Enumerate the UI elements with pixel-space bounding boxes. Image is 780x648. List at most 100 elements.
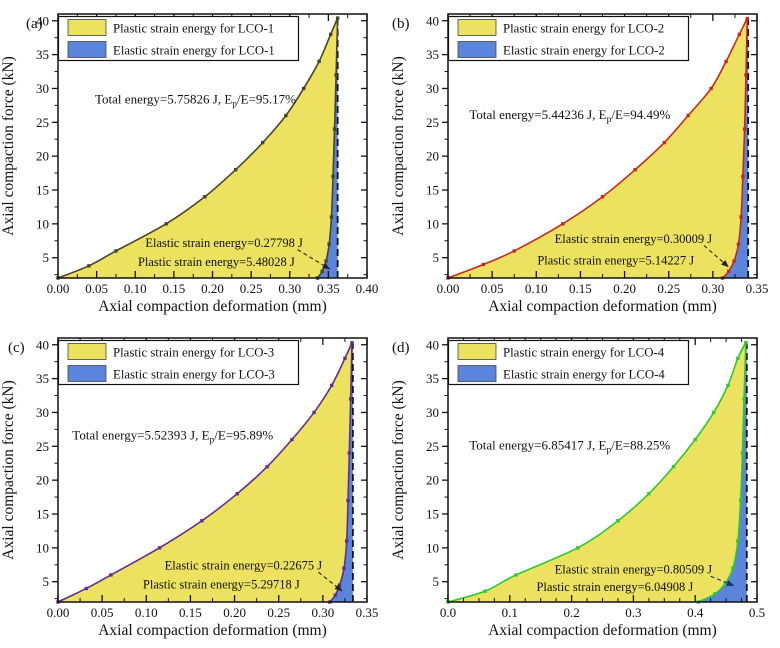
x-tick-label: 0.10 <box>135 605 158 620</box>
plastic-energy-area <box>448 17 748 278</box>
y-tick-label: 40 <box>36 13 49 28</box>
data-point-marker <box>561 222 565 226</box>
elastic-energy-annotation: Elastic strain energy=0.30009 J <box>555 232 713 246</box>
data-point-marker <box>481 262 486 267</box>
y-tick-label: 5 <box>43 574 50 589</box>
x-tick-label: 0.35 <box>317 281 340 296</box>
data-point-marker <box>261 140 265 145</box>
data-point-marker <box>686 113 690 118</box>
data-point-marker <box>600 195 605 199</box>
x-tick-label: 0.10 <box>124 281 147 296</box>
y-tick-label: 25 <box>426 115 439 130</box>
y-axis-title: Axial compaction force (kN) <box>390 380 407 559</box>
legend-swatch <box>457 19 497 36</box>
legend-label: Plastic strain energy for LCO-3 <box>113 346 274 360</box>
annotation-arrow-line <box>318 571 343 592</box>
y-tick-label: 25 <box>36 439 49 454</box>
plastic-energy-annotation: Plastic strain energy=5.29718 J <box>143 577 300 591</box>
legend-label: Elastic strain energy for LCO-2 <box>503 44 665 58</box>
y-tick-label: 20 <box>426 149 439 164</box>
total-energy-annotation: Total energy=6.85417 J, Ep/E=88.25% <box>469 438 670 456</box>
panel-label: (c) <box>8 340 25 356</box>
data-point-marker <box>344 539 349 543</box>
x-tick-label: 0.35 <box>746 281 769 296</box>
data-point-marker <box>331 174 335 179</box>
y-tick-label: 35 <box>36 47 49 62</box>
legend-label: Elastic strain energy for LCO-4 <box>503 368 665 382</box>
data-point-marker <box>709 86 713 91</box>
y-tick-label: 40 <box>426 13 439 28</box>
data-point-marker <box>324 259 328 263</box>
data-point-marker <box>233 167 238 172</box>
y-tick-label: 40 <box>426 337 439 352</box>
data-point-marker <box>742 127 747 131</box>
data-point-marker <box>327 242 331 246</box>
data-point-marker <box>726 383 730 388</box>
elastic-energy-area <box>317 18 338 279</box>
x-tick-label: 0.35 <box>356 605 379 620</box>
y-tick-label: 20 <box>36 473 49 488</box>
loading-curve <box>447 342 747 603</box>
legend-label: Plastic strain energy for LCO-4 <box>503 346 665 360</box>
y-tick-label: 35 <box>426 371 439 386</box>
x-tick-label: 0.20 <box>613 281 636 296</box>
x-tick-label: 0.5 <box>749 605 765 620</box>
data-point-marker <box>329 383 334 388</box>
x-tick-label: 0.05 <box>481 281 504 296</box>
y-tick-label: 20 <box>36 149 49 164</box>
total-energy-annotation: Total energy=5.44236 J, Ep/E=94.49% <box>469 107 670 125</box>
x-tick-label: 0.20 <box>223 605 246 620</box>
data-point-marker <box>744 341 748 345</box>
data-point-marker <box>342 566 346 570</box>
annotation-arrowhead <box>726 580 735 586</box>
data-point-marker <box>647 491 651 496</box>
data-point-marker <box>712 410 716 415</box>
data-point-marker <box>320 269 324 273</box>
data-point-marker <box>724 59 728 64</box>
data-point-marker <box>741 174 745 179</box>
elastic-energy-annotation: Elastic strain energy=0.80509 J <box>555 563 713 577</box>
y-tick-label: 30 <box>426 405 439 420</box>
data-point-marker <box>335 16 340 20</box>
data-point-marker <box>328 32 333 37</box>
data-point-marker <box>343 356 347 361</box>
y-tick-label: 25 <box>36 115 49 130</box>
data-point-marker <box>114 249 118 253</box>
legend-swatch <box>67 41 107 58</box>
data-point-marker <box>350 341 354 345</box>
x-tick-label: 0.25 <box>267 605 290 620</box>
data-point-marker <box>235 491 239 496</box>
data-point-marker <box>671 464 676 469</box>
annotation-arrow-line <box>703 245 730 268</box>
data-point-marker <box>727 269 731 273</box>
y-tick-label: 35 <box>36 371 49 386</box>
elastic-energy-annotation: Elastic strain energy=0.27798 J <box>145 236 303 250</box>
data-point-marker <box>348 397 353 401</box>
x-axis-title: Axial compaction deformation (mm) <box>98 298 327 315</box>
total-energy-annotation: Total energy=5.75826 J, Ep/E=95.17% <box>95 91 296 109</box>
data-point-marker <box>744 73 748 77</box>
plastic-energy-annotation: Plastic strain energy=5.14227 J <box>537 253 694 267</box>
legend-swatch <box>67 365 107 382</box>
data-point-marker <box>723 581 728 585</box>
y-tick-label: 40 <box>36 337 49 352</box>
y-tick-label: 30 <box>36 81 49 96</box>
x-tick-label: 0.30 <box>278 281 301 296</box>
total-energy-annotation: Total energy=5.52393 J, Ep/E=95.89% <box>72 428 273 446</box>
legend: Plastic strain energy for LCO-2 Elastic s… <box>447 15 690 62</box>
y-tick-label: 10 <box>36 216 49 231</box>
data-point-marker <box>84 586 88 591</box>
y-axis-title: Axial compaction force (kN) <box>390 56 407 235</box>
plastic-energy-annotation: Plastic strain energy=6.04908 J <box>536 580 693 594</box>
data-point-marker <box>713 592 717 596</box>
legend: Plastic strain energy for LCO-1 Elastic s… <box>57 15 300 62</box>
x-tick-label: 0.30 <box>701 281 724 296</box>
y-tick-label: 15 <box>426 507 439 522</box>
elastic-energy-area <box>698 342 747 602</box>
plastic-energy-area <box>58 341 353 602</box>
panel-label: (d) <box>392 340 410 356</box>
legend-swatch <box>457 343 497 360</box>
plastic-energy-annotation: Plastic strain energy=5.48028 J <box>138 255 295 269</box>
data-point-marker <box>334 73 338 77</box>
x-tick-label: 0.25 <box>657 281 680 296</box>
